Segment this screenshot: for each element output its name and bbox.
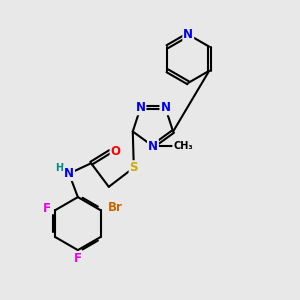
Text: H: H: [56, 163, 64, 173]
Text: N: N: [64, 167, 74, 180]
Text: N: N: [160, 101, 170, 114]
Text: S: S: [130, 161, 138, 174]
Text: N: N: [136, 101, 146, 114]
Text: N: N: [148, 140, 158, 153]
Text: F: F: [74, 252, 82, 265]
Text: CH₃: CH₃: [173, 141, 193, 151]
Text: O: O: [110, 145, 121, 158]
Text: F: F: [43, 202, 51, 215]
Text: Br: Br: [107, 201, 122, 214]
Text: N: N: [183, 28, 193, 41]
